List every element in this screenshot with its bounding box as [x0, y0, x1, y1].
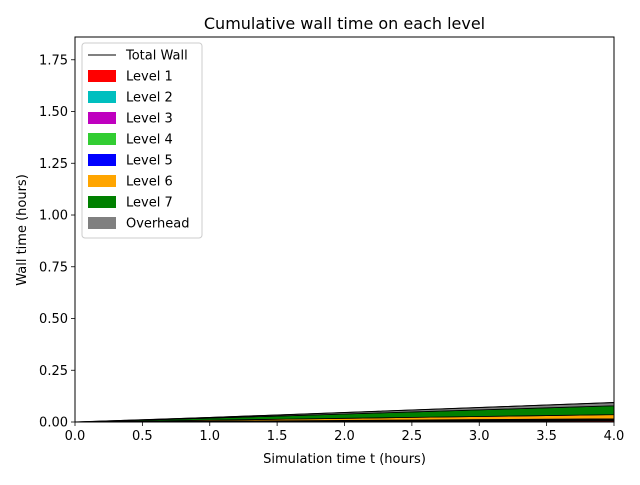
legend-label-level-2: Level 2	[126, 91, 173, 106]
legend-label-level-4: Level 4	[126, 133, 173, 148]
total-wall-line	[74, 402, 615, 423]
legend-label-level-3: Level 3	[126, 112, 173, 127]
y-tick-label: 1.25	[39, 157, 68, 172]
legend: Total Wall Level 1 Level 2 Level 3 Level 4 Le…	[81, 42, 203, 239]
y-tick-label: 1.00	[39, 209, 68, 224]
legend-swatch-level-4	[88, 133, 116, 145]
chart-title: Cumulative wall time on each level	[204, 14, 485, 33]
x-tick-label: 1.0	[199, 429, 220, 444]
y-tick-label: 1.75	[39, 53, 68, 68]
x-tick-label: 3.5	[536, 429, 557, 444]
x-tick-label: 2.0	[334, 429, 355, 444]
x-tick-label: 2.5	[402, 429, 423, 444]
x-axis-ticks: 0.0 0.5 1.0 1.5 2.0 2.5 3.0 3.5 4.0	[65, 422, 625, 444]
legend-label-total-wall: Total Wall	[125, 49, 188, 64]
legend-label-level-7: Level 7	[126, 196, 173, 211]
legend-swatch-level-3	[88, 112, 116, 124]
y-tick-label: 1.50	[39, 105, 68, 120]
legend-label-overhead: Overhead	[126, 217, 190, 232]
legend-swatch-level-5	[88, 154, 116, 166]
x-tick-label: 0.5	[132, 429, 153, 444]
y-tick-label: 0.25	[39, 364, 68, 379]
legend-label-level-6: Level 6	[126, 175, 173, 190]
y-tick-label: 0.50	[39, 312, 68, 327]
legend-swatch-level-2	[88, 91, 116, 103]
y-tick-label: 0.00	[39, 416, 68, 431]
legend-swatch-level-6	[88, 175, 116, 187]
total-wall-line-group	[74, 402, 615, 423]
x-axis-label: Simulation time t (hours)	[263, 452, 426, 467]
legend-swatch-level-7	[88, 196, 116, 208]
x-tick-label: 4.0	[604, 429, 625, 444]
y-axis-label: Wall time (hours)	[15, 174, 30, 286]
legend-swatch-overhead	[88, 217, 116, 229]
legend-label-level-1: Level 1	[126, 70, 173, 85]
x-tick-label: 1.5	[267, 429, 288, 444]
legend-swatch-level-1	[88, 70, 116, 82]
y-axis-ticks: 0.00 0.25 0.50 0.75 1.00 1.25 1.50 1.75	[39, 53, 75, 431]
x-tick-label: 0.0	[65, 429, 86, 444]
legend-label-level-5: Level 5	[126, 154, 173, 169]
x-tick-label: 3.0	[469, 429, 490, 444]
y-tick-label: 0.75	[39, 260, 68, 275]
